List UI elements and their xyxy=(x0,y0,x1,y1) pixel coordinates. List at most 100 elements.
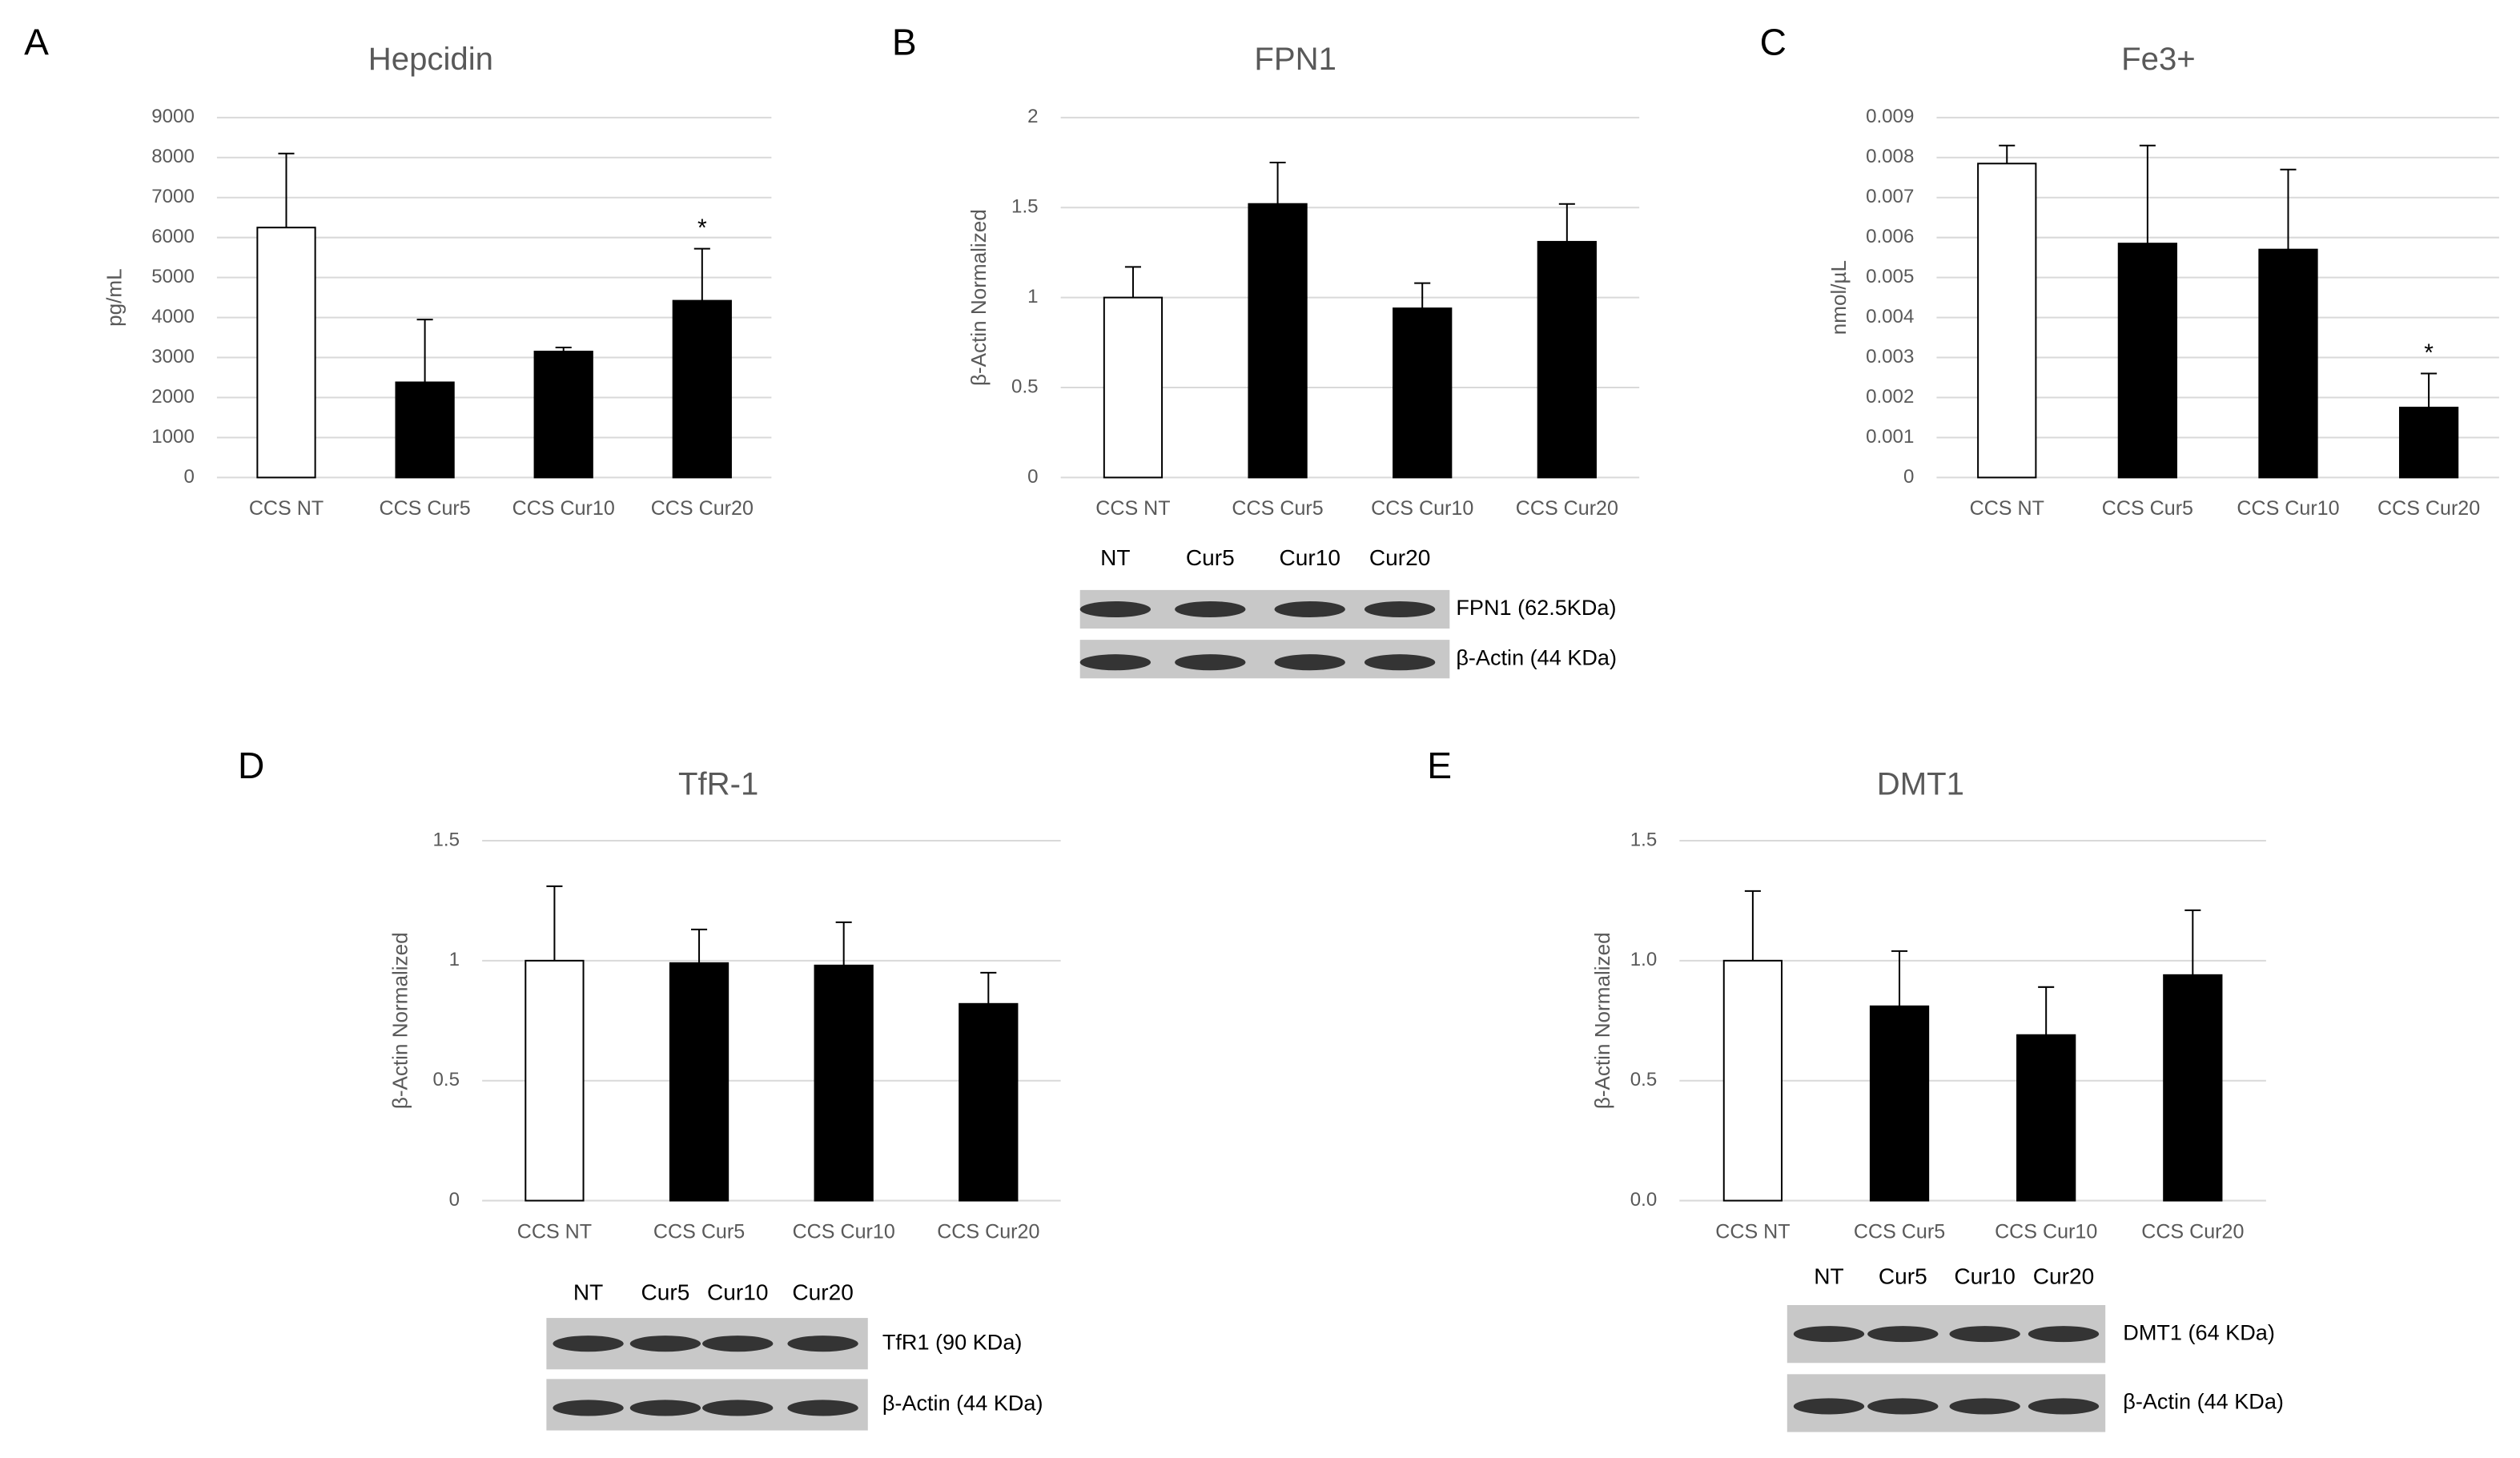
y-tick-label: 1.5 xyxy=(433,829,460,850)
blot-band xyxy=(702,1335,774,1352)
x-tick-label: CCS NT xyxy=(1970,497,2044,520)
x-tick-label: CCS Cur10 xyxy=(2237,497,2339,520)
x-tick-label: CCS Cur10 xyxy=(1371,497,1473,520)
y-tick-label: 0.004 xyxy=(1866,306,1914,327)
bar xyxy=(2016,1034,2076,1202)
blot-band xyxy=(629,1335,701,1352)
y-tick-label: 0 xyxy=(1903,466,1914,488)
y-tick-label: 0 xyxy=(1027,466,1038,488)
bar xyxy=(395,381,455,479)
y-tick-label: 0.005 xyxy=(1866,266,1914,287)
blot-band xyxy=(787,1335,858,1352)
blot-band xyxy=(1175,654,1246,671)
blot-band xyxy=(1793,1326,1865,1343)
error-bar xyxy=(2184,909,2201,975)
x-tick-label: CCS NT xyxy=(517,1220,592,1243)
x-tick-label: CCS Cur20 xyxy=(651,497,754,520)
blot-band xyxy=(702,1400,774,1416)
x-tick-label: CCS Cur10 xyxy=(1995,1220,2097,1243)
lane-label: Cur20 xyxy=(1369,545,1430,570)
error-bar xyxy=(278,152,295,228)
lane-label: NT xyxy=(573,1279,603,1304)
y-tick-label: 1 xyxy=(1027,286,1038,307)
x-tick-label: CCS Cur20 xyxy=(1516,497,1618,520)
band-label: β-Actin (44 KDa) xyxy=(882,1391,1043,1416)
x-tick-label: CCS Cur10 xyxy=(793,1220,895,1243)
band-label: β-Actin (44 KDa) xyxy=(2123,1389,2284,1414)
x-tick-label: CCS Cur10 xyxy=(512,497,615,520)
blot-band xyxy=(1274,654,1345,671)
y-tick-label: 0.001 xyxy=(1866,426,1914,448)
panel-letter: C xyxy=(1760,22,1787,63)
y-tick-label: 2000 xyxy=(151,386,195,408)
x-tick-label: CCS Cur5 xyxy=(1854,1220,1945,1243)
error-bar xyxy=(2421,372,2438,408)
blot-band xyxy=(1079,654,1151,671)
y-tick-label: 0.006 xyxy=(1866,226,1914,247)
error-bar xyxy=(1269,162,1286,204)
bar xyxy=(2258,248,2318,479)
y-tick-label: 1.5 xyxy=(1011,196,1038,218)
lane-label: Cur10 xyxy=(707,1279,768,1304)
y-tick-label: 0.002 xyxy=(1866,386,1914,408)
lane-label: NT xyxy=(1100,545,1130,570)
blot-band xyxy=(2028,1326,2100,1343)
chart-title: DMT1 xyxy=(1877,765,1964,801)
bar xyxy=(533,351,593,479)
blot-band xyxy=(1949,1326,2020,1343)
y-tick-label: 3000 xyxy=(151,346,195,368)
band-label: DMT1 (64 KDa) xyxy=(2123,1319,2275,1344)
lane-label: Cur5 xyxy=(1186,545,1235,570)
blot-band xyxy=(553,1400,624,1416)
bar xyxy=(2117,243,2178,479)
y-tick-label: 2 xyxy=(1027,106,1038,127)
error-bar xyxy=(555,347,572,352)
blot-band xyxy=(1867,1326,1939,1343)
x-tick-label: CCS Cur20 xyxy=(2141,1220,2244,1243)
bar xyxy=(256,227,316,479)
y-tick-label: 0.5 xyxy=(1011,376,1038,397)
blot-band xyxy=(1175,600,1246,618)
significance-mark: * xyxy=(2424,339,2434,366)
y-tick-label: 7000 xyxy=(151,186,195,207)
x-tick-label: CCS Cur5 xyxy=(1232,497,1323,520)
blot-band xyxy=(1364,600,1436,618)
lane-label: Cur20 xyxy=(792,1279,853,1304)
error-bar xyxy=(416,319,433,383)
y-tick-label: 1.5 xyxy=(1630,829,1657,850)
error-bar xyxy=(835,921,852,966)
error-bar xyxy=(2038,986,2055,1035)
x-tick-label: CCS Cur20 xyxy=(937,1220,1039,1243)
bar xyxy=(1869,1005,1930,1202)
y-tick-label: 1.0 xyxy=(1630,949,1657,970)
lane-label: Cur5 xyxy=(641,1279,689,1304)
bar xyxy=(2398,406,2459,479)
chart-title: Hepcidin xyxy=(368,41,493,77)
blot-band xyxy=(787,1400,858,1416)
blot-band xyxy=(1949,1398,2020,1415)
x-tick-label: CCS NT xyxy=(249,497,324,520)
y-axis-label: nmol/µL xyxy=(1827,260,1851,335)
bar xyxy=(959,1002,1019,1202)
y-axis-label: β-Actin Normalized xyxy=(967,209,991,386)
blot-band xyxy=(1274,600,1345,618)
x-tick-label: CCS Cur20 xyxy=(2377,497,2480,520)
y-tick-label: 1 xyxy=(449,949,460,970)
band-label: FPN1 (62.5KDa) xyxy=(1456,595,1616,620)
error-bar xyxy=(1891,950,1908,1006)
y-axis-label: pg/mL xyxy=(102,268,126,326)
y-tick-label: 5000 xyxy=(151,266,195,287)
panel-letter: A xyxy=(24,22,49,63)
blot-band xyxy=(553,1335,624,1352)
blot-band xyxy=(1793,1398,1865,1415)
chart-title: FPN1 xyxy=(1254,41,1336,77)
y-tick-label: 0.003 xyxy=(1866,346,1914,368)
y-tick-label: 0.009 xyxy=(1866,106,1914,127)
y-tick-label: 8000 xyxy=(151,146,195,167)
y-tick-label: 0 xyxy=(183,466,194,488)
y-axis-label: β-Actin Normalized xyxy=(1590,932,1614,1109)
y-tick-label: 0.5 xyxy=(1630,1069,1657,1090)
panel-letter: E xyxy=(1427,745,1452,786)
error-bar xyxy=(980,971,997,1004)
